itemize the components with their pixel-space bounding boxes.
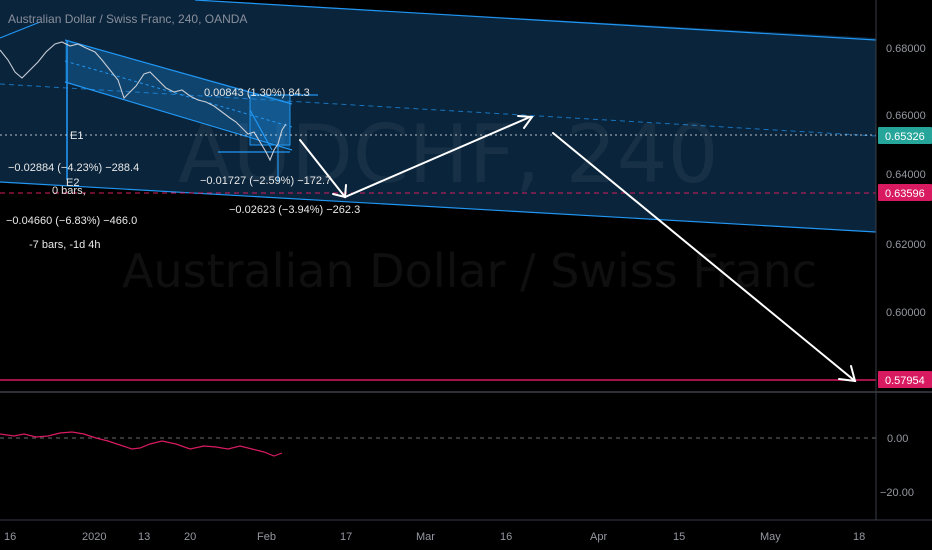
watermark-name: Australian Dollar / Swiss Franc [122,244,817,298]
price-label-current-bg [878,127,932,144]
time-tick: Apr [590,531,607,543]
inner-channel-bottom[interactable] [64,81,293,151]
price-axis[interactable]: 0.68000 0.66000 0.64000 0.62000 0.60000 [886,43,926,319]
outer-channel-bottom-line[interactable] [0,181,877,233]
price-label-current: 0.65326 [885,131,925,143]
time-tick: 18 [853,531,865,543]
watermark-symbol: AUDCHF, 240 [178,108,718,201]
time-tick: 16 [4,531,16,543]
corner-line[interactable] [0,21,41,39]
time-tick: 17 [340,531,352,543]
measure-d-label: −0.01727 (−2.59%) −172.7 [200,175,331,187]
time-tick: 20 [184,531,196,543]
chart-title: Australian Dollar / Swiss Franc, 240, OA… [8,12,247,26]
time-tick: May [760,531,781,543]
measure-c-bars: -7 bars, -1d 4h [29,239,101,251]
marker-e1: E1 [70,130,83,142]
time-axis[interactable]: 16 2020 13 20 Feb 17 Mar 16 Apr 15 May 1… [4,531,865,543]
price-label-target: 0.57954 [885,375,925,387]
inner-channel-top[interactable] [64,39,293,105]
price-line[interactable] [0,41,287,162]
time-tick: 13 [138,531,150,543]
measure-c-label: −0.04660 (−6.83%) −466.0 [6,215,137,227]
time-tick: Mar [416,531,435,543]
time-tick: 16 [500,531,512,543]
price-tick: 0.60000 [886,307,926,319]
indicator-tick: −20.00 [880,487,914,499]
measure-b-label: −0.02884 (−4.23%) −288.4 [8,162,139,174]
time-tick: 15 [673,531,685,543]
price-tick: 0.62000 [886,239,926,251]
measure-d-arrow[interactable] [249,109,273,151]
price-tick: 0.64000 [886,169,926,181]
outer-channel-top-line[interactable] [194,0,877,41]
marker-e2: E2 [66,177,79,189]
price-tick: 0.66000 [886,110,926,122]
projection-arrows[interactable] [299,115,857,383]
outer-channel-mid-line[interactable] [0,83,877,137]
price-tick: 0.68000 [886,43,926,55]
measure-e-label: −0.02623 (−3.94%) −262.3 [229,204,360,216]
measure-b-bars: 0 bars, [52,185,86,197]
time-tick: 2020 [82,531,106,543]
price-label-target-bg [878,371,932,388]
price-label-support-bg [878,184,932,201]
time-tick: Feb [257,531,276,543]
price-label-support: 0.63596 [885,188,925,200]
outer-channel-fill[interactable] [0,0,876,232]
indicator-line[interactable] [0,431,283,457]
indicator-tick: 0.00 [887,433,908,445]
measure-a-label: 0.00843 (1.30%) 84.3 [204,87,310,99]
